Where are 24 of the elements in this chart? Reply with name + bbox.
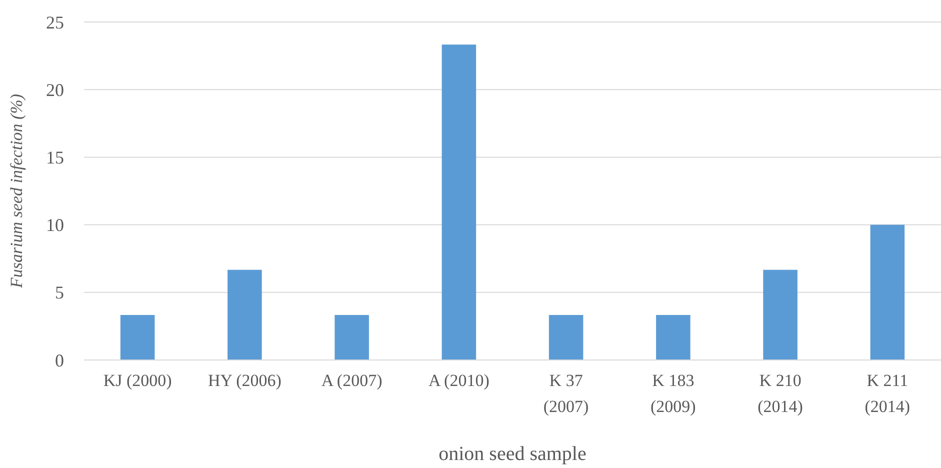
bar: [548, 314, 584, 360]
y-tick-label: 5: [55, 282, 64, 303]
x-tick-label: K 183 (2009): [650, 371, 696, 416]
bar: [120, 314, 155, 360]
bar: [442, 44, 476, 360]
x-tick-label: K 210 (2014): [758, 371, 803, 416]
x-tick-label: A (2007): [321, 371, 382, 390]
x-tick-label: K 37 (2007): [543, 371, 589, 416]
bar: [870, 224, 905, 360]
y-tick-label: 20: [46, 80, 64, 100]
y-tick-label: 0: [55, 350, 64, 370]
x-tick-label: A (2010): [428, 371, 490, 390]
x-tick-label: KJ (2000): [103, 371, 172, 390]
y-axis-title: Fusarium seed infection (%): [7, 94, 26, 290]
x-tick-label: HY (2006): [208, 371, 282, 390]
x-axis-title: onion seed sample: [438, 443, 586, 465]
y-tick-label: 15: [46, 148, 64, 168]
bar: [334, 314, 369, 360]
bar: [763, 270, 798, 360]
x-tick-label: K 211 (2014): [864, 371, 910, 416]
bar: [656, 314, 690, 360]
bar: [228, 270, 262, 360]
y-tick-label: 10: [46, 215, 64, 236]
y-tick-label: 25: [46, 12, 64, 32]
